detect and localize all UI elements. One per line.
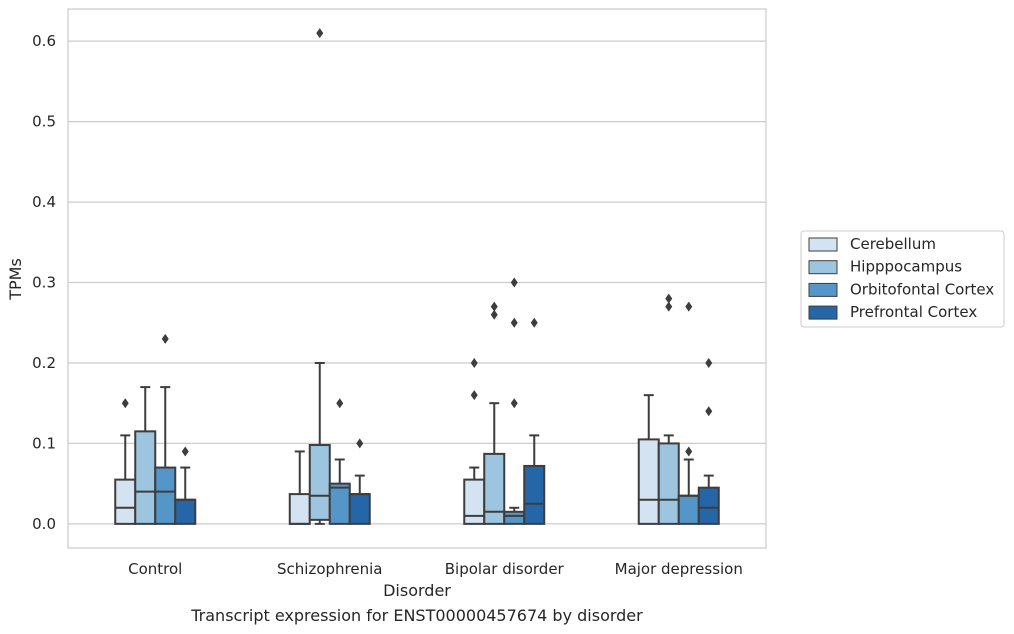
legend-swatch [808, 282, 838, 297]
outlier-marker [490, 301, 498, 312]
outlier-marker [470, 390, 478, 401]
box-prefrontal-cortex [174, 446, 197, 525]
legend-label: Orbitofontal Cortex [850, 280, 994, 298]
box-prefrontal-cortex [697, 357, 720, 525]
legend-swatch [808, 260, 838, 275]
x-tick-label: Bipolar disorder [445, 560, 565, 578]
y-tick-label: 0.4 [32, 193, 56, 211]
box-orbitofontal-cortex [328, 398, 351, 525]
outlier-marker [665, 301, 673, 312]
box-body [134, 430, 157, 525]
legend-swatch [808, 237, 838, 252]
box-body [174, 498, 197, 525]
outlier-marker [356, 438, 364, 449]
outlier-marker [336, 398, 344, 409]
box-cerebellum [288, 450, 311, 525]
y-tick-labels: 0.0 0.1 0.2 0.3 0.4 0.5 0.6 [32, 32, 56, 533]
y-tick-label: 0.2 [32, 354, 56, 372]
legend-swatch [808, 305, 838, 320]
legend-label: Hipppocampus [850, 258, 962, 276]
y-axis-title: TPMs [6, 258, 25, 301]
box-body [463, 478, 486, 525]
outlier-marker [181, 446, 189, 457]
box-prefrontal-cortex [523, 317, 546, 525]
y-tick-label: 0.1 [32, 434, 56, 452]
outlier-marker [685, 446, 693, 457]
y-tick-label: 0.0 [32, 515, 56, 533]
box-orbitofontal-cortex [503, 277, 526, 525]
box-cerebellum [114, 398, 137, 525]
x-tick-labels: Control Schizophrenia Bipolar disorder Majo… [128, 560, 743, 578]
outlier-marker [705, 357, 713, 368]
outlier-marker [490, 309, 498, 320]
box-hipppocampus [483, 301, 506, 525]
x-tick-label: Control [128, 560, 182, 578]
box-hipppocampus [308, 28, 331, 525]
outlier-marker [470, 357, 478, 368]
box-prefrontal-cortex [348, 438, 371, 525]
outlier-marker [665, 293, 673, 304]
outlier-marker [510, 277, 518, 288]
outlier-marker [510, 317, 518, 328]
figure-caption: Transcript expression for ENST0000045767… [191, 606, 643, 625]
box-body [154, 466, 177, 525]
y-tick-label: 0.6 [32, 32, 56, 50]
legend-label: Prefrontal Cortex [850, 303, 977, 321]
outlier-marker [685, 301, 693, 312]
box-body [114, 478, 137, 525]
x-tick-label: Schizophrenia [277, 560, 382, 578]
grid-lines [68, 40, 766, 525]
box-orbitofontal-cortex [677, 301, 700, 525]
box-body [697, 486, 720, 525]
y-tick-label: 0.3 [32, 274, 56, 292]
box-body [523, 464, 546, 525]
box-body [483, 452, 506, 525]
box-hipppocampus [134, 386, 157, 525]
outlier-marker [121, 398, 129, 409]
outlier-marker [705, 406, 713, 417]
y-tick-label: 0.5 [32, 113, 56, 131]
outlier-marker [510, 398, 518, 409]
box-body [657, 442, 680, 525]
legend-label: Cerebellum [850, 235, 936, 253]
legend: Cerebellum Hipppocampus Orbitofontal Corte… [800, 230, 1005, 328]
box-cerebellum [463, 357, 486, 525]
x-axis-title: Disorder [383, 581, 451, 600]
box-body [637, 438, 660, 525]
outlier-marker [316, 28, 324, 39]
box-body [288, 493, 311, 525]
box-orbitofontal-cortex [154, 333, 177, 525]
legend-frame [800, 230, 1005, 328]
box-hipppocampus [657, 293, 680, 525]
plot-frame [67, 8, 767, 549]
box-body [328, 482, 351, 525]
box-body [308, 444, 331, 521]
box-body [348, 493, 371, 525]
box-cerebellum [637, 394, 660, 525]
box-body [503, 510, 526, 525]
outlier-marker [530, 317, 538, 328]
box-body [677, 494, 700, 525]
x-tick-label: Major depression [615, 560, 743, 578]
boxes [114, 28, 720, 525]
outlier-marker [161, 333, 169, 344]
